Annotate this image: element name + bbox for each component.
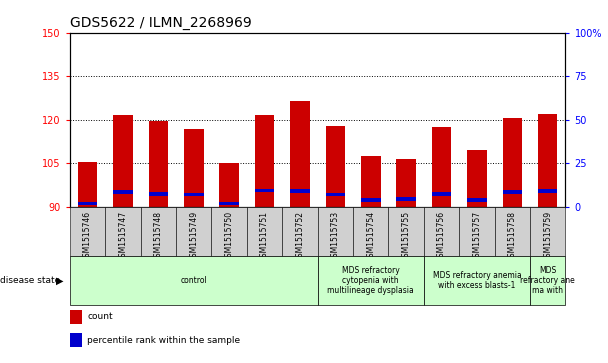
Text: MDS refractory anemia
with excess blasts-1: MDS refractory anemia with excess blasts… xyxy=(432,271,521,290)
Text: GSM1515756: GSM1515756 xyxy=(437,211,446,262)
Bar xyxy=(149,121,168,207)
FancyBboxPatch shape xyxy=(424,256,530,305)
Bar xyxy=(396,197,416,201)
FancyBboxPatch shape xyxy=(247,207,282,256)
FancyBboxPatch shape xyxy=(317,207,353,256)
Bar xyxy=(78,202,97,205)
Bar xyxy=(255,115,274,207)
Text: GSM1515754: GSM1515754 xyxy=(366,211,375,262)
Text: GSM1515759: GSM1515759 xyxy=(543,211,552,262)
Bar xyxy=(113,190,133,194)
FancyBboxPatch shape xyxy=(530,256,565,305)
Text: count: count xyxy=(88,312,113,321)
Text: MDS
refractory ane
ma with: MDS refractory ane ma with xyxy=(520,265,575,295)
Text: GSM1515748: GSM1515748 xyxy=(154,211,163,262)
Bar xyxy=(467,150,486,207)
Bar xyxy=(432,127,451,207)
Bar xyxy=(78,163,97,207)
Text: GSM1515752: GSM1515752 xyxy=(295,211,305,262)
FancyBboxPatch shape xyxy=(282,207,317,256)
FancyBboxPatch shape xyxy=(530,207,565,256)
FancyBboxPatch shape xyxy=(495,207,530,256)
Bar xyxy=(70,310,82,324)
Bar xyxy=(538,114,558,207)
Text: GSM1515753: GSM1515753 xyxy=(331,211,340,262)
Bar xyxy=(70,333,82,347)
Bar xyxy=(326,193,345,196)
Bar xyxy=(184,129,204,207)
Bar xyxy=(361,156,381,207)
Bar xyxy=(503,118,522,207)
Bar xyxy=(219,202,239,205)
Bar xyxy=(503,190,522,194)
Bar xyxy=(149,192,168,196)
Bar xyxy=(290,189,309,193)
Bar xyxy=(184,193,204,196)
Bar xyxy=(432,192,451,196)
Text: ▶: ▶ xyxy=(57,276,64,285)
Text: GSM1515757: GSM1515757 xyxy=(472,211,482,262)
Bar xyxy=(113,115,133,207)
FancyBboxPatch shape xyxy=(353,207,389,256)
Text: GDS5622 / ILMN_2268969: GDS5622 / ILMN_2268969 xyxy=(70,16,252,30)
FancyBboxPatch shape xyxy=(212,207,247,256)
Bar xyxy=(255,189,274,192)
Text: percentile rank within the sample: percentile rank within the sample xyxy=(88,336,240,345)
FancyBboxPatch shape xyxy=(176,207,212,256)
Text: MDS refractory
cytopenia with
multilineage dysplasia: MDS refractory cytopenia with multilinea… xyxy=(327,265,414,295)
FancyBboxPatch shape xyxy=(140,207,176,256)
Bar xyxy=(396,159,416,207)
Bar xyxy=(361,198,381,202)
Bar xyxy=(219,163,239,207)
Bar xyxy=(326,126,345,207)
Text: disease state: disease state xyxy=(0,276,60,285)
Bar xyxy=(290,101,309,207)
Text: GSM1515747: GSM1515747 xyxy=(119,211,128,262)
FancyBboxPatch shape xyxy=(389,207,424,256)
Bar xyxy=(467,198,486,202)
Text: GSM1515758: GSM1515758 xyxy=(508,211,517,262)
Text: GSM1515750: GSM1515750 xyxy=(225,211,233,262)
FancyBboxPatch shape xyxy=(424,207,459,256)
FancyBboxPatch shape xyxy=(105,207,140,256)
Text: GSM1515755: GSM1515755 xyxy=(402,211,410,262)
Text: GSM1515749: GSM1515749 xyxy=(189,211,198,262)
FancyBboxPatch shape xyxy=(317,256,424,305)
FancyBboxPatch shape xyxy=(70,256,317,305)
Bar xyxy=(538,189,558,193)
Text: control: control xyxy=(181,276,207,285)
FancyBboxPatch shape xyxy=(70,207,105,256)
FancyBboxPatch shape xyxy=(459,207,495,256)
Text: GSM1515751: GSM1515751 xyxy=(260,211,269,262)
Text: GSM1515746: GSM1515746 xyxy=(83,211,92,262)
